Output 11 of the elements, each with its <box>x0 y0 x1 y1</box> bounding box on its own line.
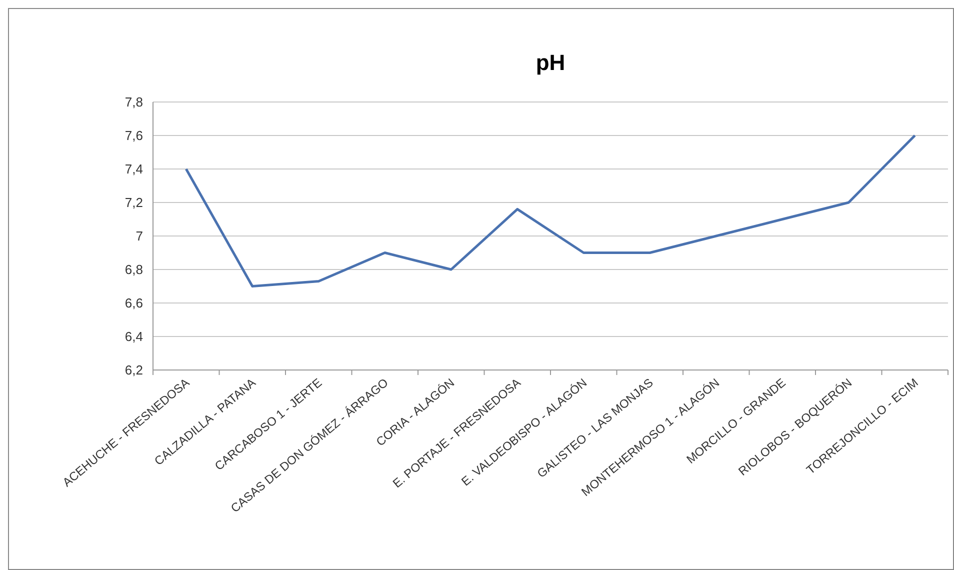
line-series <box>184 134 916 288</box>
y-tick-label: 6,2 <box>124 362 143 378</box>
y-tick-label: 6,4 <box>124 329 143 344</box>
y-tick-label: 7 <box>136 228 143 244</box>
y-tick-label: 7,4 <box>124 162 143 177</box>
y-tick-label: 7,6 <box>124 128 143 144</box>
chart-title: pH <box>536 50 566 75</box>
y-tick-label: 7,2 <box>124 195 143 210</box>
y-tick-label: 7,8 <box>124 94 143 110</box>
y-tick-label: 6,8 <box>124 262 143 278</box>
y-tick-label: 6,6 <box>124 296 143 311</box>
